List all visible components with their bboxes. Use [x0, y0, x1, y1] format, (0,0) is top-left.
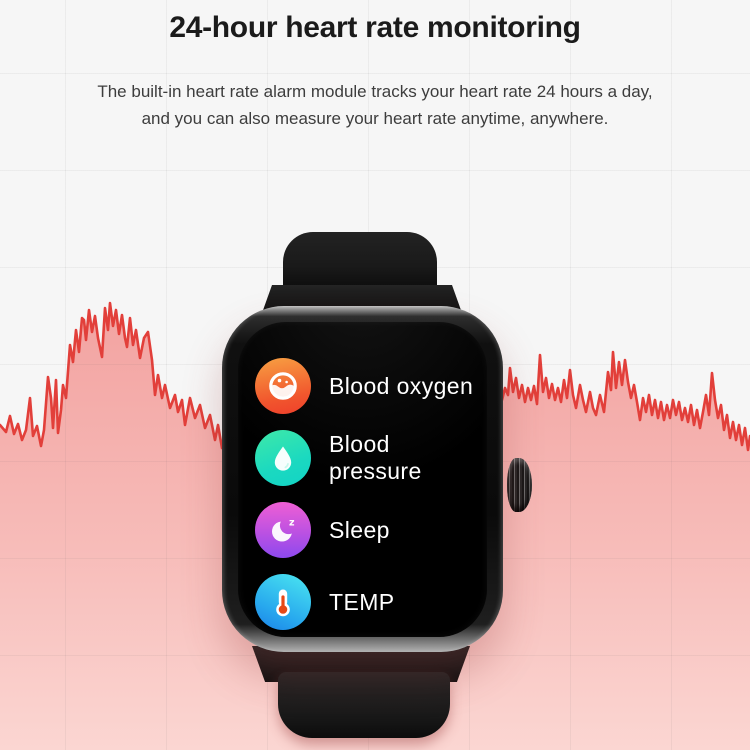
watch-strap-top — [283, 232, 437, 294]
svg-text:z: z — [289, 518, 295, 529]
menu-item-label: Sleep — [329, 516, 390, 543]
menu-item-blood-pressure: Blood pressure — [238, 422, 487, 494]
menu-item-temperature: TEMP — [238, 566, 487, 638]
page-title: 24-hour heart rate monitoring — [169, 11, 581, 44]
watch-screen: Blood oxygen Blood pressure — [238, 322, 487, 637]
heartbeat-line — [0, 301, 750, 454]
menu-item-blood-oxygen: Blood oxygen — [238, 350, 487, 422]
watch-crown — [507, 458, 532, 512]
blood-pressure-icon — [255, 430, 311, 486]
sleep-icon: z — [255, 502, 311, 558]
subtitle-line-1: The built-in heart rate alarm module tra… — [97, 82, 653, 101]
temperature-icon — [255, 574, 311, 630]
menu-item-label: Blood pressure — [329, 431, 422, 484]
header: 24-hour heart rate monitoring The built-… — [0, 0, 750, 132]
menu-item-sleep: z Sleep — [238, 494, 487, 566]
smartwatch: Blood oxygen Blood pressure — [222, 232, 534, 750]
watch-strap-bottom — [278, 672, 450, 738]
menu-item-label: Blood oxygen — [329, 372, 474, 399]
blood-oxygen-icon — [255, 358, 311, 414]
menu-item-label: TEMP — [329, 588, 395, 615]
subtitle-line-2: and you can also measure your heart rate… — [141, 109, 609, 128]
watch-body: Blood oxygen Blood pressure — [222, 306, 503, 652]
